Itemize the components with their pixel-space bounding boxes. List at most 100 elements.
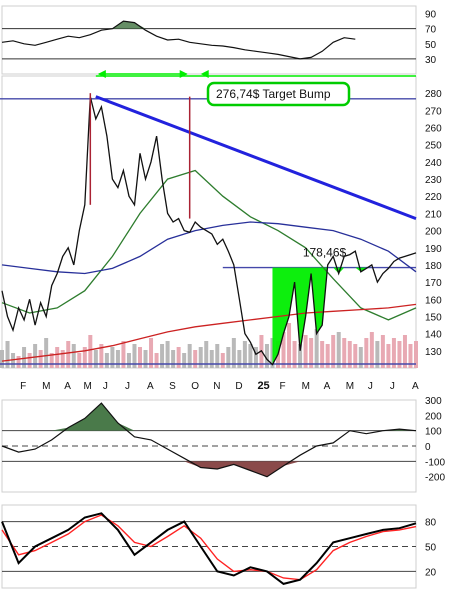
price-tick-label: 160 bbox=[425, 295, 442, 306]
stochastic-tick-label: 20 bbox=[425, 567, 437, 578]
price-tick-label: 130 bbox=[425, 347, 442, 358]
month-label: F bbox=[20, 381, 26, 392]
volume-bar bbox=[364, 338, 369, 368]
price-tick-label: 170 bbox=[425, 278, 442, 289]
volume-bar bbox=[182, 353, 187, 368]
volume-bar bbox=[253, 347, 258, 368]
stochastic-tick-label: 80 bbox=[425, 518, 437, 529]
month-label: 25 bbox=[257, 380, 269, 392]
target-note-box bbox=[206, 81, 351, 107]
volume-bar bbox=[60, 350, 65, 368]
volume-bar bbox=[220, 353, 225, 368]
month-label: M bbox=[42, 381, 50, 392]
volume-bar bbox=[248, 344, 253, 368]
volume-bar bbox=[298, 344, 303, 368]
volume-bar bbox=[104, 353, 109, 368]
month-label: F bbox=[280, 381, 286, 392]
volume-bar bbox=[391, 338, 396, 368]
oscillator-tick-label: 0 bbox=[425, 442, 431, 453]
price-tick-label: 210 bbox=[425, 209, 442, 220]
price-tick-label: 200 bbox=[425, 227, 442, 238]
volume-bar bbox=[237, 350, 242, 368]
month-label: S bbox=[169, 381, 176, 392]
volume-bar bbox=[331, 335, 336, 368]
volume-bar bbox=[264, 344, 269, 368]
price-tick-label: 280 bbox=[425, 89, 442, 100]
month-label: M bbox=[302, 381, 310, 392]
volume-bar bbox=[408, 344, 413, 368]
month-label: J bbox=[103, 381, 108, 392]
oscillator-tick-label: 100 bbox=[425, 427, 442, 438]
oscillator-tick-label: -200 bbox=[425, 473, 445, 484]
volume-bar bbox=[82, 347, 87, 368]
volume-bar bbox=[287, 323, 292, 368]
month-label: J bbox=[125, 381, 130, 392]
volume-bar bbox=[132, 344, 137, 368]
volume-bar bbox=[22, 347, 27, 368]
price-tick-label: 250 bbox=[425, 141, 442, 152]
volume-bar bbox=[358, 347, 363, 368]
month-label: J bbox=[368, 381, 373, 392]
volume-bar bbox=[342, 338, 347, 368]
volume-bar bbox=[176, 347, 181, 368]
volume-bar bbox=[149, 338, 154, 368]
volume-bar bbox=[320, 341, 325, 368]
volume-bar bbox=[11, 353, 16, 368]
support-breakdown-fill bbox=[272, 267, 367, 365]
month-label: A bbox=[147, 381, 154, 392]
volume-bar bbox=[209, 350, 214, 368]
volume-bar bbox=[402, 335, 407, 368]
volume-bar bbox=[138, 347, 142, 368]
volume-bar bbox=[33, 344, 38, 368]
descending-trendline bbox=[95, 95, 417, 221]
volume-bar bbox=[303, 335, 308, 368]
top-indicator-fill bbox=[112, 21, 146, 29]
volume-bar bbox=[16, 356, 21, 368]
price-line bbox=[1, 96, 417, 366]
top-tick-label: 90 bbox=[425, 10, 437, 21]
volume-bar bbox=[99, 344, 104, 368]
volume-bar bbox=[309, 338, 314, 368]
volume-bar bbox=[77, 353, 82, 368]
stochastic-fast-line bbox=[1, 512, 417, 585]
month-label: O bbox=[191, 381, 199, 392]
month-label: N bbox=[213, 381, 220, 392]
volume-bar bbox=[397, 341, 402, 368]
volume-bar bbox=[27, 353, 32, 368]
volume-bar bbox=[204, 341, 209, 368]
oscillator-negative-fill bbox=[184, 461, 301, 477]
price-tick-label: 270 bbox=[425, 106, 442, 117]
volume-bar bbox=[198, 347, 203, 368]
top-panel-frame bbox=[1, 5, 417, 75]
price-panel-frame bbox=[1, 75, 417, 369]
price-tick-label: 140 bbox=[425, 330, 442, 341]
month-label: A bbox=[64, 381, 71, 392]
arrowhead-right-2 bbox=[200, 70, 209, 78]
target-note-text: 276,74$ Target Bump bbox=[216, 87, 331, 101]
arrowhead-left bbox=[97, 70, 106, 78]
volume-bar bbox=[5, 341, 10, 368]
volume-bar bbox=[115, 350, 120, 368]
volume-bar bbox=[154, 353, 159, 368]
volume-bar bbox=[165, 341, 170, 368]
volume-bar bbox=[215, 344, 220, 368]
month-label: M bbox=[84, 381, 92, 392]
volume-bar bbox=[38, 350, 43, 368]
price-tick-label: 230 bbox=[425, 175, 442, 186]
volume-bar bbox=[88, 335, 93, 368]
top-tick-label: 70 bbox=[425, 25, 437, 36]
month-label: A bbox=[412, 381, 419, 392]
price-tick-label: 260 bbox=[425, 124, 442, 135]
volume-bar bbox=[380, 335, 385, 368]
oscillator-tick-label: 200 bbox=[425, 411, 442, 422]
stochastic-tick-label: 50 bbox=[425, 543, 437, 554]
volume-bar bbox=[353, 344, 358, 368]
volume-bar bbox=[171, 350, 176, 368]
month-label: J bbox=[390, 381, 395, 392]
top-indicator-line bbox=[1, 20, 356, 60]
moving-average-line bbox=[1, 221, 417, 275]
volume-bar bbox=[126, 353, 131, 368]
price-tick-label: 150 bbox=[425, 312, 442, 323]
volume-bar bbox=[66, 341, 71, 368]
volume-bar bbox=[193, 350, 198, 368]
